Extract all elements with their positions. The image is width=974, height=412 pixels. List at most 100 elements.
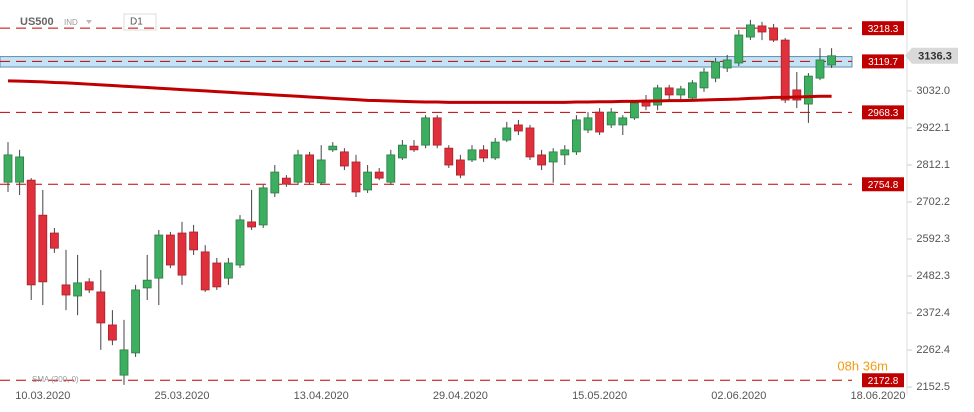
candle-body: [606, 111, 616, 126]
candle-body: [630, 102, 639, 119]
candle-body: [653, 87, 662, 106]
candle-body: [792, 89, 802, 101]
y-tick-label: 3032.0: [916, 85, 950, 97]
x-tick-label: 10.03.2020: [15, 390, 70, 402]
y-tick-label: 2482.3: [916, 270, 950, 282]
candle-body: [351, 161, 361, 193]
candle-body: [15, 156, 25, 183]
candle-body: [676, 88, 686, 96]
y-tick-label: 2372.4: [916, 307, 950, 319]
candle-body: [815, 59, 825, 79]
candle-body: [339, 151, 349, 167]
level-label: 2172.8: [868, 376, 899, 387]
candle-body: [84, 281, 94, 291]
candle-body: [363, 171, 373, 191]
candle-body: [804, 75, 813, 105]
dropdown-arrow[interactable]: [86, 20, 92, 24]
candle-body: [3, 154, 13, 183]
timeframe[interactable]: D1: [130, 17, 143, 28]
x-tick-label: 15.05.2020: [572, 390, 627, 402]
candle-body: [142, 279, 152, 289]
level-label: 2754.8: [868, 180, 899, 191]
candle-body: [444, 147, 454, 166]
candle-body: [827, 55, 836, 66]
candle-body: [421, 117, 431, 146]
candle-body: [270, 171, 280, 194]
candle-body: [711, 61, 720, 79]
x-tick-label: 02.06.2020: [711, 390, 766, 402]
instrument-title: US500: [20, 16, 54, 28]
candle-body: [96, 291, 106, 324]
candle-body: [514, 124, 523, 132]
candle-body: [595, 111, 604, 133]
sma-legend: SMA (200, 0): [32, 375, 79, 384]
candle-body: [560, 149, 570, 156]
candle-body: [293, 154, 303, 183]
candle-body: [119, 349, 129, 376]
instrument-type[interactable]: IND: [64, 18, 78, 27]
candle-body: [757, 25, 767, 33]
candle-body: [374, 171, 384, 179]
candle-body: [223, 262, 233, 279]
level-label: 2968.3: [868, 108, 899, 119]
candle-body: [780, 39, 790, 101]
level-tag: [862, 54, 904, 69]
y-tick-label: 2812.1: [916, 159, 950, 171]
candle-body: [490, 141, 500, 159]
x-tick-label: 13.04.2020: [294, 390, 349, 402]
candle-body: [61, 284, 71, 296]
level-tag: [862, 105, 904, 120]
candle-body: [235, 219, 245, 266]
candle-body: [467, 149, 477, 161]
candle-body: [722, 59, 732, 69]
timeframe-box[interactable]: [123, 13, 157, 31]
x-tick-label: 25.03.2020: [154, 390, 209, 402]
level-tag: [862, 177, 904, 192]
candle-body: [409, 145, 419, 151]
y-tick-label: 2152.5: [916, 381, 950, 393]
candle-body: [548, 151, 558, 163]
candle-body: [618, 117, 628, 126]
candle-body: [583, 117, 593, 131]
candle-body: [131, 289, 141, 354]
candle-body: [247, 221, 257, 228]
x-tick-label: 18.06.2020: [850, 390, 905, 402]
candle-body: [26, 179, 36, 286]
candle-body: [305, 154, 315, 183]
candle-body: [386, 154, 396, 183]
level-tag: [862, 21, 904, 36]
level-label: 3218.3: [868, 24, 899, 35]
candle-body: [746, 24, 755, 38]
candle-body: [50, 232, 59, 249]
sma-line: [7, 79, 832, 104]
candle-body: [479, 149, 489, 159]
candle-body: [769, 27, 778, 41]
price-tag: [905, 47, 958, 64]
candle-body: [189, 231, 199, 251]
candle-body: [73, 282, 82, 297]
candle-body: [108, 324, 117, 341]
candle-body: [177, 232, 187, 276]
candle-body: [328, 145, 338, 151]
candle-body: [397, 144, 407, 159]
candle-body: [502, 127, 512, 141]
candle-body: [537, 154, 546, 166]
candle-body: [734, 34, 744, 64]
level-tag: [862, 373, 904, 388]
y-tick-label: 2922.1: [916, 122, 950, 134]
candle-body: [699, 71, 709, 89]
candle-body: [154, 234, 164, 279]
candle-body: [432, 117, 442, 146]
price-tag-label: 3136.3: [918, 51, 952, 63]
candle-body: [316, 159, 326, 184]
candle-body: [212, 262, 222, 288]
candle-body: [38, 214, 48, 283]
timer: 08h 36m: [837, 358, 888, 373]
x-tick-label: 29.04.2020: [433, 390, 488, 402]
candle-body: [688, 82, 697, 99]
y-tick-label: 2702.2: [916, 196, 950, 208]
y-tick-label: 2262.4: [916, 344, 950, 356]
candle-body: [572, 119, 581, 153]
